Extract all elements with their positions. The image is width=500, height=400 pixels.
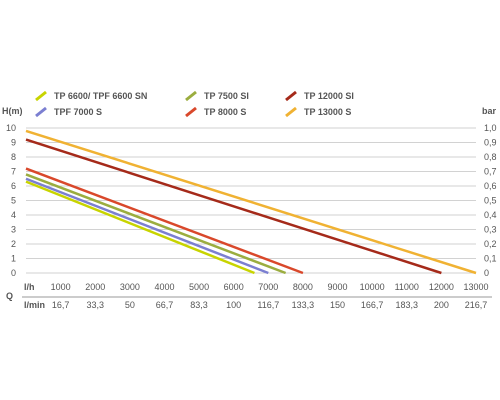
y2-tick-label: 0,4 [484,210,497,220]
y-tick-label: 7 [11,167,16,177]
x2-tick-label: 16,7 [52,300,70,310]
y2-tick-label: 0,3 [484,225,497,235]
y2-tick-label: 0,6 [484,181,497,191]
x2-tick-label: 166,7 [361,300,384,310]
legend-label: TP 13000 S [304,107,351,117]
y-tick-label: 4 [11,210,16,220]
axes: 0 0 1 0,1 2 0,2 3 0,3 4 0,4 5 0,5 6 0,6 7 0,7 8 0,8 9 0,9 10… [6,123,497,310]
x2-tick-label: 150 [330,300,345,310]
y-tick-label: 10 [6,123,16,133]
y2-tick-label: 0,8 [484,152,497,162]
y2-tick-label: 0,1 [484,254,497,264]
series-line [25,180,255,275]
y2-tick-label: 0 [484,268,489,278]
series-line [25,173,287,275]
x-tick-label: 7000 [258,282,278,292]
legend-label: TP 12000 SI [304,91,354,101]
x-tick-label: 4000 [154,282,174,292]
legend-label: TPF 7000 S [54,107,102,117]
y-tick-label: 5 [11,196,16,206]
x-row-label: l/h [24,282,35,292]
x-tick-label: 8000 [293,282,313,292]
x-tick-label: 2000 [85,282,105,292]
y2-tick-label: 0,7 [484,167,497,177]
x-tick-label: 6000 [224,282,244,292]
x2-row-label: l/min [24,300,45,310]
x2-tick-label: 83,3 [190,300,208,310]
x-tick-label: 5000 [189,282,209,292]
x2-tick-label: 183,3 [396,300,419,310]
x2-tick-label: 133,3 [292,300,315,310]
x-tick-label: 1000 [51,282,71,292]
y-tick-label: 0 [11,268,16,278]
x-tick-label: 13000 [463,282,488,292]
left-axis-label: H(m) [2,106,23,116]
y-tick-label: 8 [11,152,16,162]
series-line [25,167,304,275]
x-tick-label: 9000 [328,282,348,292]
x2-tick-label: 200 [434,300,449,310]
series-line [25,177,269,275]
legend-swatch [185,106,197,118]
x2-tick-label: 100 [226,300,241,310]
series-line [25,138,442,275]
y2-tick-label: 1,0 [484,123,497,133]
y-tick-label: 2 [11,239,16,249]
legend-label: TP 6600/ TPF 6600 SN [54,91,147,101]
x-outer-label: Q [6,291,13,301]
y-tick-label: 1 [11,254,16,264]
x2-tick-label: 33,3 [86,300,104,310]
x2-tick-label: 116,7 [257,300,279,310]
x2-tick-label: 216,7 [465,300,488,310]
y-tick-label: 6 [11,181,16,191]
legend-label: TP 7500 SI [204,91,249,101]
legend: TP 6600/ TPF 6600 SN TP 7500 SI TP 12000 S… [35,90,354,118]
x-tick-label: 3000 [120,282,140,292]
x-tick-label: 12000 [429,282,454,292]
series-line [25,129,477,275]
legend-label: TP 8000 S [204,107,246,117]
series-lines [25,129,477,275]
x-tick-label: 10000 [360,282,385,292]
x2-tick-label: 50 [125,300,135,310]
right-axis-label: bar [482,106,497,116]
legend-swatch [35,90,47,102]
legend-swatch [285,106,297,118]
grid [26,127,476,274]
x-tick-label: 11000 [395,282,419,292]
y2-tick-label: 0,9 [484,138,497,148]
x2-tick-label: 66,7 [156,300,174,310]
y2-tick-label: 0,5 [484,196,497,206]
legend-swatch [185,90,197,102]
y2-tick-label: 0,2 [484,239,497,249]
legend-swatch [35,106,47,118]
legend-swatch [285,90,297,102]
y-tick-label: 9 [11,138,16,148]
y-tick-label: 3 [11,225,16,235]
